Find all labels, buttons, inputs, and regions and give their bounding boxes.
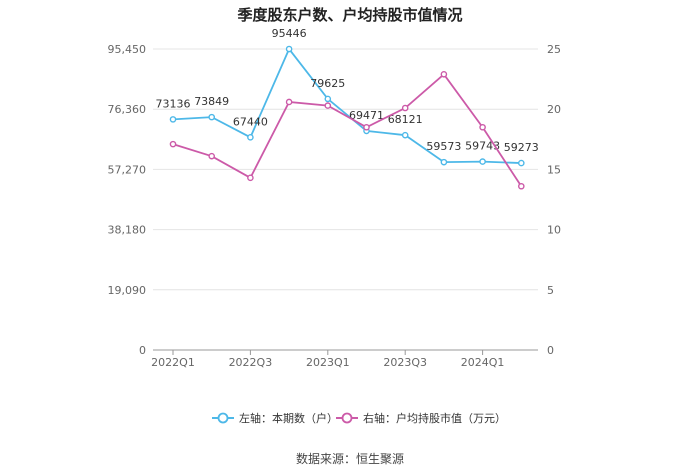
data-point <box>401 131 409 139</box>
data-label: 69471 <box>349 109 384 122</box>
data-point <box>440 158 448 166</box>
data-point <box>285 98 293 106</box>
data-point <box>208 152 215 160</box>
data-point <box>363 123 370 131</box>
y-right-tick-label: 10 <box>547 224 561 237</box>
y-right-tick-label: 20 <box>547 103 561 116</box>
data-point <box>518 182 525 190</box>
data-point <box>440 70 448 78</box>
data-label: 59573 <box>426 140 461 153</box>
x-tick-label: 2022Q1 <box>151 356 195 369</box>
legend-marker-0 <box>217 412 229 424</box>
data-point <box>169 140 177 148</box>
data-point <box>479 158 486 165</box>
data-point <box>247 134 254 141</box>
data-point <box>518 159 525 167</box>
data-point <box>324 102 332 109</box>
data-point <box>479 123 486 131</box>
y-left-tick-label: 0 <box>139 344 146 357</box>
data-point <box>324 95 332 103</box>
y-left-tick-label: 19,090 <box>108 284 147 297</box>
chart-title: 季度股东户数、户均持股市值情况 <box>237 6 463 24</box>
data-point <box>169 116 177 123</box>
x-tick-label: 2024Q1 <box>461 356 505 369</box>
y-left-tick-label: 38,180 <box>108 224 147 237</box>
y-left-tick-label: 76,360 <box>108 103 147 116</box>
data-label: 73136 <box>156 97 191 110</box>
data-point <box>401 104 409 112</box>
legend-label-1: 右轴：户均持股市值（万元） <box>363 411 506 425</box>
data-source: 数据来源：恒生聚源 <box>295 452 404 466</box>
x-tick-label: 2022Q3 <box>229 356 273 369</box>
y-right-tick-label: 0 <box>547 344 554 357</box>
y-right-tick-label: 5 <box>547 284 554 297</box>
data-point <box>208 113 215 121</box>
data-label: 68121 <box>388 113 423 126</box>
data-point <box>285 45 293 53</box>
y-right-tick-label: 25 <box>547 43 561 56</box>
y-left-tick-label: 95,450 <box>108 43 147 56</box>
data-label: 59273 <box>504 141 539 154</box>
data-label: 59743 <box>465 140 500 153</box>
data-label: 95446 <box>272 27 307 40</box>
data-label: 79625 <box>310 77 345 90</box>
series-line-0 <box>172 47 522 164</box>
data-label: 67440 <box>233 115 268 128</box>
x-tick-label: 2023Q1 <box>306 356 350 369</box>
x-tick-label: 2023Q3 <box>383 356 427 369</box>
legend-marker-1 <box>341 412 353 424</box>
data-point <box>247 174 254 182</box>
y-right-tick-label: 15 <box>547 163 561 176</box>
legend-label-0: 左轴：本期数（户） <box>239 411 338 425</box>
y-left-tick-label: 57,270 <box>108 163 147 176</box>
series-line-1 <box>172 72 523 187</box>
data-label: 73849 <box>194 95 229 108</box>
